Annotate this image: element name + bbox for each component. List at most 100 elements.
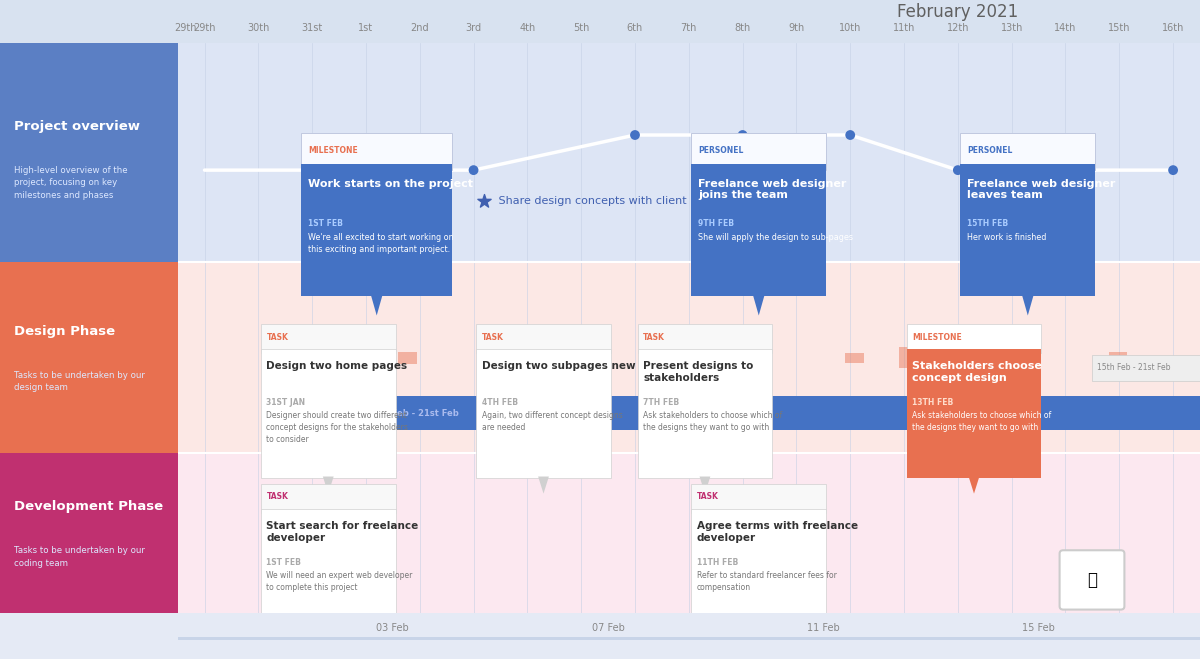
Text: 10th: 10th — [839, 23, 862, 33]
FancyBboxPatch shape — [178, 637, 1200, 640]
FancyBboxPatch shape — [1109, 352, 1127, 364]
FancyBboxPatch shape — [691, 484, 826, 513]
Text: 1ST FEB: 1ST FEB — [308, 219, 343, 227]
FancyBboxPatch shape — [1092, 355, 1200, 381]
Text: Design two home pages: Design two home pages — [266, 361, 408, 372]
Text: 31st: 31st — [301, 23, 323, 33]
FancyBboxPatch shape — [906, 349, 1042, 478]
Point — [356, 165, 376, 175]
Text: 29th: 29th — [193, 23, 216, 33]
Text: 13TH FEB: 13TH FEB — [912, 398, 953, 407]
Text: 🔍: 🔍 — [1087, 571, 1097, 589]
Point — [625, 130, 644, 140]
FancyBboxPatch shape — [960, 165, 1096, 295]
Text: 9TH FEB: 9TH FEB — [698, 219, 734, 227]
Polygon shape — [538, 476, 548, 494]
FancyBboxPatch shape — [0, 453, 178, 613]
Text: PERSONEL: PERSONEL — [967, 146, 1013, 154]
Text: PERSONEL: PERSONEL — [698, 146, 743, 154]
Point — [475, 196, 494, 206]
Text: Refer to standard freelancer fees for
compensation: Refer to standard freelancer fees for co… — [697, 571, 836, 592]
Text: Freelance web designer
joins the team: Freelance web designer joins the team — [698, 179, 846, 200]
FancyBboxPatch shape — [511, 354, 530, 362]
Text: 7th: 7th — [680, 23, 697, 33]
Text: 2nd: 2nd — [410, 23, 430, 33]
Text: 6th: 6th — [626, 23, 643, 33]
Point — [841, 130, 860, 140]
Text: Present designs to
stakeholders: Present designs to stakeholders — [643, 361, 754, 383]
FancyBboxPatch shape — [0, 262, 178, 453]
Text: 1ST FEB: 1ST FEB — [266, 558, 301, 567]
Text: 4TH FEB: 4TH FEB — [481, 398, 517, 407]
Polygon shape — [700, 476, 710, 494]
Polygon shape — [968, 476, 979, 494]
Text: February 2021: February 2021 — [898, 3, 1019, 21]
FancyBboxPatch shape — [301, 165, 452, 295]
Text: We're all excited to start working on
this exciting and important project.: We're all excited to start working on th… — [308, 233, 454, 254]
Text: 7TH FEB: 7TH FEB — [643, 398, 679, 407]
Text: She will apply the design to sub-pages: She will apply the design to sub-pages — [698, 233, 853, 242]
FancyBboxPatch shape — [721, 349, 740, 366]
FancyBboxPatch shape — [845, 353, 864, 363]
Text: 15TH FEB: 15TH FEB — [967, 219, 1008, 227]
Text: 3rd: 3rd — [466, 23, 481, 33]
FancyBboxPatch shape — [637, 324, 773, 353]
Text: 29th: 29th — [174, 23, 197, 33]
Polygon shape — [371, 293, 383, 316]
Point — [1002, 165, 1021, 175]
FancyBboxPatch shape — [476, 324, 611, 353]
FancyBboxPatch shape — [960, 133, 1096, 170]
Text: Share design concepts with client: Share design concepts with client — [496, 196, 686, 206]
Text: Design Phase: Design Phase — [14, 325, 115, 338]
Text: Agree terms with freelance
developer: Agree terms with freelance developer — [697, 521, 858, 543]
Text: 31ST JAN: 31ST JAN — [266, 398, 306, 407]
Text: Designer should create two different
concept designs for the stakeholders
to con: Designer should create two different con… — [266, 411, 408, 444]
Text: 1st: 1st — [359, 23, 373, 33]
FancyBboxPatch shape — [178, 43, 1200, 262]
Text: 11 Feb: 11 Feb — [806, 623, 840, 633]
Text: Design phase: Design phase — [485, 409, 569, 418]
Text: 1st Feb - 21st Feb: 1st Feb - 21st Feb — [374, 409, 458, 418]
Text: High-level overview of the
project, focusing on key
milestones and phases: High-level overview of the project, focu… — [14, 166, 128, 200]
Text: Ask stakeholders to choose which of
the designs they want to go with: Ask stakeholders to choose which of the … — [643, 411, 782, 432]
FancyBboxPatch shape — [691, 165, 827, 295]
FancyBboxPatch shape — [301, 133, 452, 170]
Text: 9th: 9th — [788, 23, 804, 33]
FancyBboxPatch shape — [260, 509, 396, 638]
Text: MILESTONE: MILESTONE — [912, 333, 962, 341]
Text: Again, two different concept designs
are needed: Again, two different concept designs are… — [481, 411, 623, 432]
FancyBboxPatch shape — [587, 351, 605, 364]
FancyBboxPatch shape — [0, 613, 1200, 659]
FancyBboxPatch shape — [637, 349, 773, 478]
Text: Development Phase: Development Phase — [14, 500, 163, 513]
Text: TASK: TASK — [697, 492, 719, 501]
FancyBboxPatch shape — [0, 43, 178, 262]
FancyBboxPatch shape — [691, 133, 827, 170]
Text: 11TH FEB: 11TH FEB — [697, 558, 738, 567]
FancyBboxPatch shape — [398, 352, 418, 364]
Text: 15th Feb - 21st Feb: 15th Feb - 21st Feb — [1097, 363, 1170, 372]
Text: 13th: 13th — [1001, 23, 1022, 33]
Text: 30th: 30th — [247, 23, 270, 33]
FancyBboxPatch shape — [260, 324, 396, 353]
Text: 14th: 14th — [1055, 23, 1076, 33]
FancyBboxPatch shape — [260, 349, 396, 478]
FancyBboxPatch shape — [366, 396, 1200, 430]
Text: Design two subpages new: Design two subpages new — [481, 361, 635, 372]
Text: 15 Feb: 15 Feb — [1022, 623, 1055, 633]
Text: TASK: TASK — [643, 333, 665, 341]
Text: Project overview: Project overview — [14, 120, 140, 132]
Text: 15th: 15th — [1108, 23, 1130, 33]
Text: 03 Feb: 03 Feb — [377, 623, 409, 633]
Text: 4th: 4th — [520, 23, 535, 33]
Point — [733, 130, 752, 140]
FancyBboxPatch shape — [691, 509, 826, 638]
Text: Freelance web designer
leaves team: Freelance web designer leaves team — [967, 179, 1115, 200]
Polygon shape — [1021, 293, 1034, 316]
Polygon shape — [323, 637, 334, 654]
Text: 16th: 16th — [1162, 23, 1184, 33]
Text: 07 Feb: 07 Feb — [592, 623, 624, 633]
Text: 11th: 11th — [893, 23, 916, 33]
Polygon shape — [752, 293, 766, 316]
Point — [464, 165, 484, 175]
